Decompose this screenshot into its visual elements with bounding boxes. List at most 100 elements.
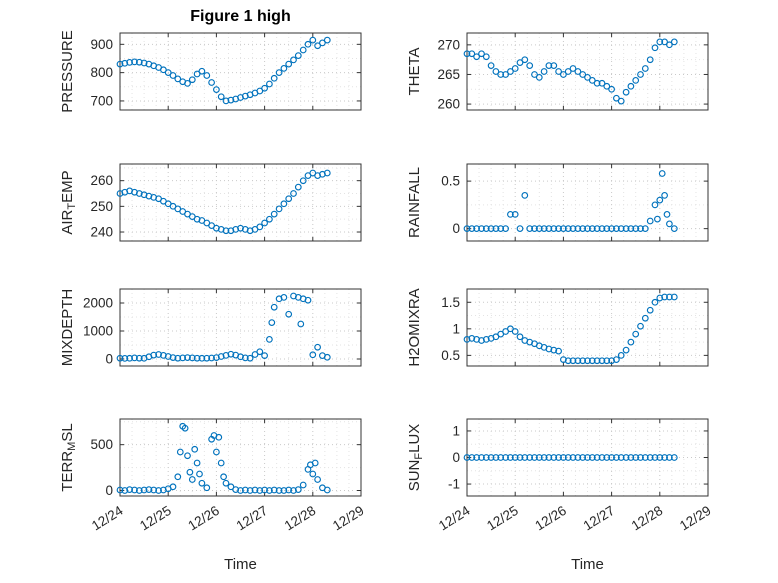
- data-point: [555, 347, 562, 355]
- data-point: [516, 454, 524, 461]
- data-point: [116, 354, 124, 362]
- data-point: [531, 71, 538, 78]
- panel-mixdepth: 0 1000 2000 MIXDEPTH: [59, 288, 362, 367]
- y-tick-label: 250: [90, 199, 113, 214]
- y-tick-labels: -1 0 1: [448, 423, 460, 491]
- data-point: [603, 82, 611, 90]
- y-axis-label: H2OMIXRA: [406, 288, 423, 366]
- data-point: [121, 59, 129, 67]
- data-point: [256, 223, 264, 231]
- x-tick-label: 12/27: [234, 503, 271, 534]
- data-point: [261, 84, 268, 92]
- grid: [120, 33, 361, 110]
- data-point: [637, 71, 644, 78]
- data-point: [560, 356, 567, 363]
- data-point: [632, 77, 640, 84]
- figure-title: Figure 1 high: [190, 8, 291, 25]
- data-point: [666, 220, 673, 228]
- data-point: [203, 72, 211, 79]
- data-point: [670, 225, 678, 232]
- data-point: [191, 445, 199, 453]
- y-tick-label: 0: [452, 221, 460, 236]
- data-point: [487, 454, 495, 461]
- data-point: [213, 448, 220, 456]
- data-point: [261, 486, 268, 494]
- data-point: [540, 68, 548, 75]
- data-point: [658, 170, 666, 177]
- data-point: [632, 225, 640, 232]
- y-tick-label: 260: [437, 97, 460, 112]
- data-point: [622, 454, 630, 461]
- data-point: [497, 454, 505, 461]
- data-point: [478, 50, 485, 58]
- data-point: [641, 65, 649, 72]
- x-tick-labels: 12/24 12/25 12/26 12/27 12/28 12/29: [89, 503, 367, 534]
- data-point: [198, 479, 206, 487]
- data-point: [280, 65, 288, 72]
- data-point: [507, 454, 514, 461]
- data-point: [294, 183, 302, 191]
- data-point: [661, 38, 668, 46]
- data-point: [297, 320, 305, 328]
- data-point: [526, 454, 534, 461]
- scatter-series: [463, 293, 678, 365]
- data-point: [169, 483, 177, 491]
- data-point: [482, 53, 490, 61]
- y-tick-label: 1.5: [441, 295, 460, 310]
- data-point: [193, 70, 201, 78]
- data-point: [487, 225, 495, 232]
- x-tick-label: 12/28: [282, 503, 319, 534]
- data-point: [550, 62, 558, 69]
- data-point: [323, 353, 331, 361]
- data-point: [314, 343, 321, 351]
- data-point: [579, 357, 587, 365]
- data-point: [588, 357, 596, 365]
- data-point: [637, 322, 644, 330]
- y-tick-label: 260: [90, 173, 113, 188]
- data-point: [478, 225, 485, 232]
- data-point: [487, 62, 495, 69]
- panel-pressure: 700 800 900 PRESSURE: [59, 30, 362, 113]
- scatter-series: [116, 292, 331, 362]
- x-tick-label: 12/27: [581, 503, 618, 534]
- y-tick-label: -1: [448, 477, 460, 492]
- data-point: [311, 459, 319, 467]
- data-point: [516, 225, 524, 232]
- x-tick-label: 12/29: [677, 503, 714, 534]
- panel-sun-flux: -1 0 1 12/24 12/25 12/26 12/27 12/28 12/29 SUNFLU…: [406, 418, 714, 534]
- data-point: [622, 346, 630, 354]
- axes-box: [466, 288, 709, 367]
- data-point: [564, 357, 572, 365]
- data-point: [131, 58, 138, 66]
- data-point: [174, 354, 182, 362]
- data-point: [299, 46, 307, 54]
- data-point: [627, 454, 635, 461]
- data-point: [584, 74, 591, 81]
- data-point: [641, 225, 649, 232]
- data-point: [217, 459, 225, 467]
- data-point: [540, 225, 548, 232]
- data-point: [246, 354, 254, 362]
- data-point: [507, 211, 514, 218]
- data-point: [184, 354, 191, 361]
- data-point: [155, 487, 162, 494]
- data-point: [203, 484, 211, 492]
- data-point: [164, 69, 172, 76]
- data-point: [641, 314, 649, 322]
- data-point: [323, 169, 331, 177]
- data-point: [579, 71, 587, 78]
- data-point: [237, 353, 244, 361]
- data-point: [121, 487, 129, 494]
- x-axis-label-right: Time: [571, 556, 604, 573]
- data-point: [304, 296, 312, 304]
- data-point: [314, 42, 321, 50]
- y-tick-labels: 0.5 1 1.5: [441, 295, 460, 363]
- data-point: [569, 65, 577, 72]
- data-point: [598, 454, 606, 461]
- data-point: [186, 468, 194, 476]
- x-tick-label: 12/28: [629, 503, 666, 534]
- data-point: [560, 225, 567, 232]
- data-point: [217, 93, 225, 101]
- data-point: [150, 486, 158, 494]
